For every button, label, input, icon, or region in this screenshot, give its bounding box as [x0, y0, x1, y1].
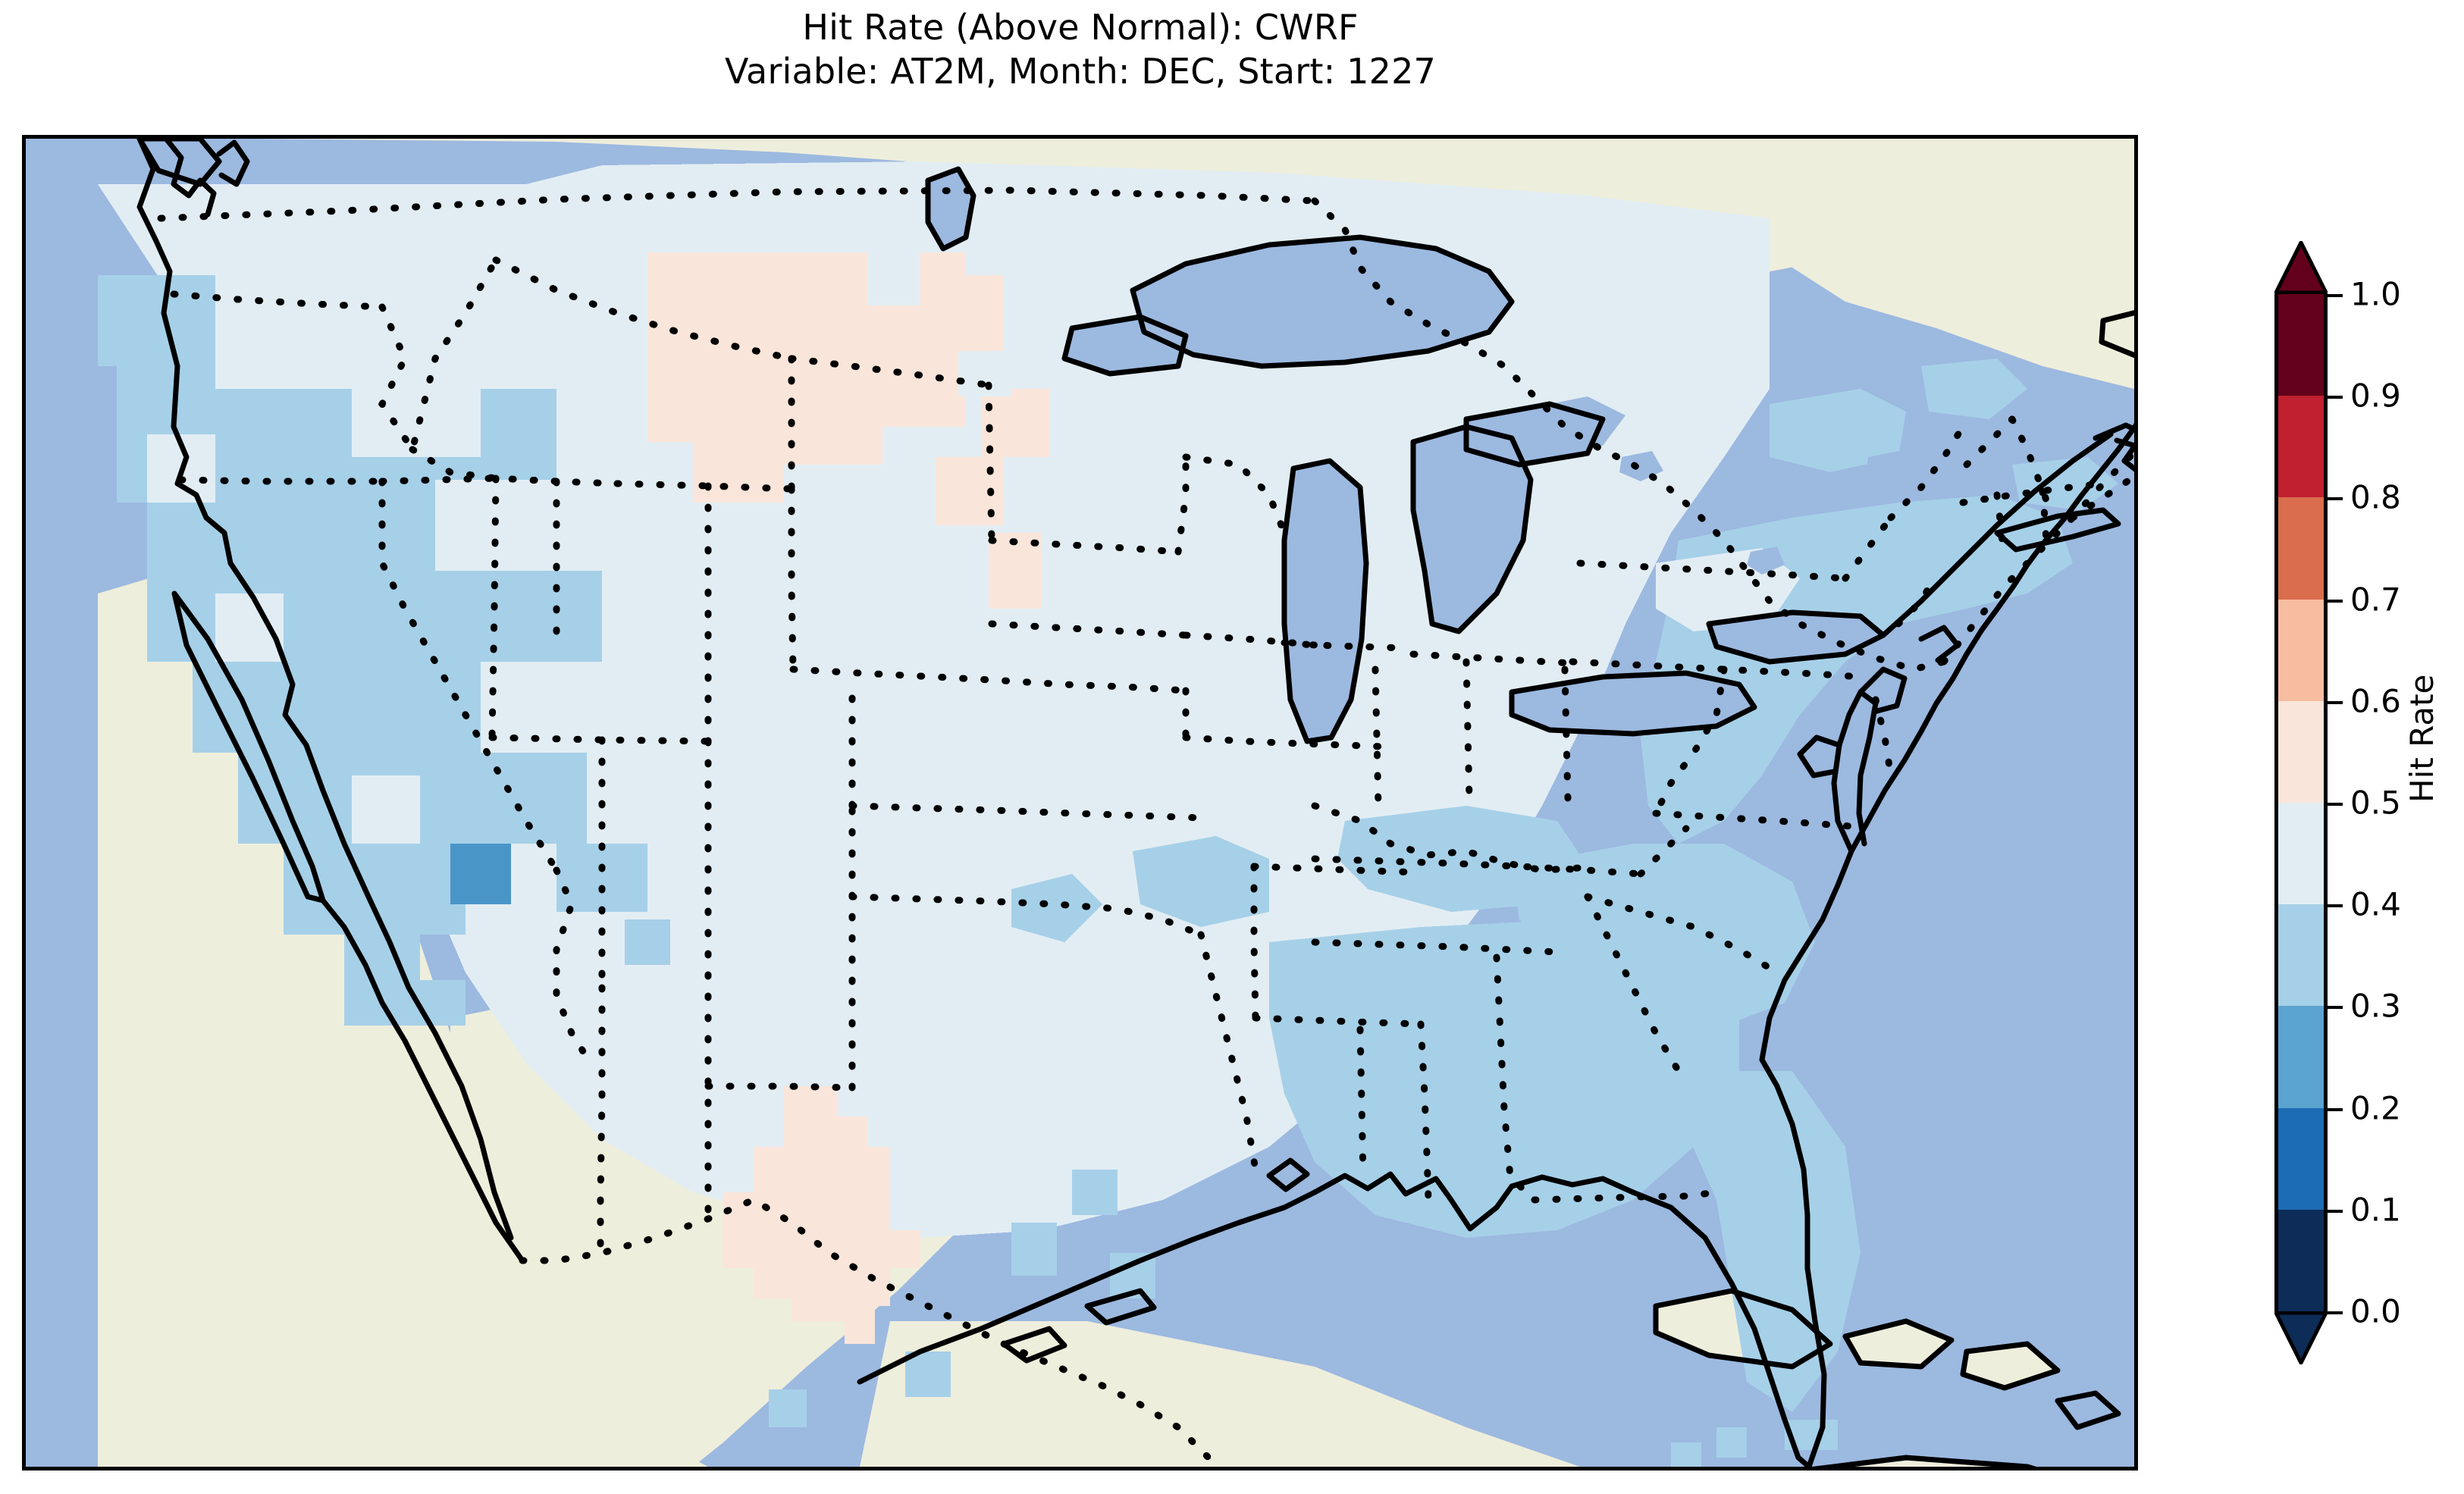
colorbar-tick-label: 0.0 — [2350, 1292, 2401, 1330]
colorbar[interactable]: 0.0 0.1 0.2 0.3 0.4 0.5 0.6 0.7 0.8 0.9 1.0 — [2274, 241, 2401, 1364]
colorbar-segment — [2274, 497, 2328, 600]
colorbar-tick-label: 0.8 — [2350, 478, 2401, 516]
colorbar-tick-mark — [2328, 1006, 2343, 1010]
colorbar-segment — [2274, 599, 2328, 701]
coastline-layer — [136, 139, 2134, 1467]
colorbar-tick-label: 1.0 — [2350, 275, 2401, 313]
colorbar-tick-mark — [2328, 396, 2343, 399]
colorbar-segment — [2274, 396, 2328, 498]
colorbar-segment — [2274, 700, 2328, 803]
great-lakes-layer — [928, 169, 1908, 741]
colorbar-tick-label: 0.9 — [2350, 377, 2401, 415]
colorbar-tick-label: 0.6 — [2350, 682, 2401, 720]
colorbar-tick-mark — [2328, 803, 2343, 806]
colorbar-tick-label: 0.4 — [2350, 885, 2401, 923]
colorbar-segment — [2274, 1209, 2328, 1311]
colorbar-extend-max-arrow — [2274, 241, 2328, 294]
colorbar-tick-label: 0.3 — [2350, 987, 2401, 1025]
colorbar-extend-min-arrow — [2274, 1311, 2328, 1364]
colorbar-tick-mark — [2328, 700, 2343, 704]
map-axes[interactable] — [22, 135, 2138, 1471]
chart-title: Hit Rate (Above Normal): CWRF Variable: … — [0, 6, 2161, 94]
colorbar-label: Hit Rate — [2403, 674, 2440, 803]
colorbar-segment — [2274, 294, 2328, 396]
colorbar-segment — [2274, 904, 2328, 1007]
colorbar-segment — [2274, 803, 2328, 905]
colorbar-tick-mark — [2328, 904, 2343, 908]
state-borders-layer — [157, 186, 2134, 1461]
map-plot — [26, 139, 2134, 1467]
colorbar-tick-mark — [2328, 294, 2343, 297]
colorbar-segment — [2274, 1107, 2328, 1210]
colorbar-tick-label: 0.1 — [2350, 1191, 2401, 1229]
colorbar-tick-label: 0.2 — [2350, 1089, 2401, 1127]
colorbar-tick-mark — [2328, 497, 2343, 501]
colorbar-tick-mark — [2328, 1209, 2343, 1213]
title-line-2: Variable: AT2M, Month: DEC, Start: 1227 — [724, 50, 1437, 92]
colorbar-gradient[interactable] — [2274, 294, 2328, 1311]
colorbar-tick-mark — [2328, 1311, 2343, 1314]
colorbar-tick-label: 0.7 — [2350, 581, 2401, 619]
colorbar-segment — [2274, 1006, 2328, 1108]
colorbar-tick-mark — [2328, 599, 2343, 603]
colorbar-tick-label: 0.5 — [2350, 784, 2401, 822]
colorbar-tick-mark — [2328, 1107, 2343, 1111]
title-line-1: Hit Rate (Above Normal): CWRF — [802, 7, 1359, 48]
